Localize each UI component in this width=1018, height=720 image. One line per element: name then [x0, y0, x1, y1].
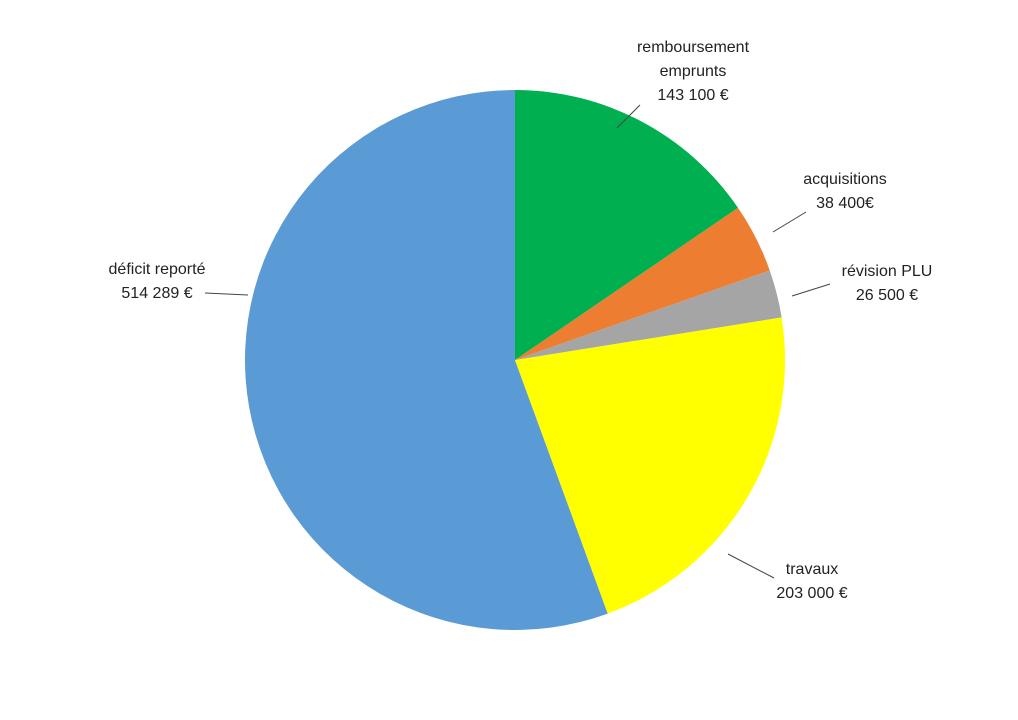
slice-label: révision PLU 26 500 €: [817, 260, 957, 308]
category-label: remboursement emprunts: [636, 39, 750, 80]
pie-slice: [245, 90, 608, 630]
pie-slice: [515, 317, 785, 614]
slice-label: acquisitions 38 400€: [775, 168, 915, 216]
leader-line: [727, 553, 775, 579]
value-label: 514 289 €: [121, 285, 193, 302]
leader-line: [616, 104, 641, 129]
slice-label: travaux 203 000 €: [742, 558, 882, 606]
value-label: 26 500 €: [855, 287, 919, 304]
leader-line: [791, 283, 831, 297]
value-label: 203 000 €: [776, 585, 848, 602]
category-label: déficit reporté: [108, 261, 206, 278]
leader-line: [204, 292, 249, 296]
pie-slice: [515, 207, 770, 360]
slice-label: remboursement emprunts 143 100 €: [618, 36, 768, 108]
category-label: acquisitions: [803, 171, 887, 188]
slice-label: déficit reporté 514 289 €: [77, 258, 237, 306]
pie-slice: [515, 270, 782, 360]
value-label: 38 400€: [816, 195, 874, 212]
category-label: révision PLU: [841, 263, 933, 280]
value-label: 143 100 €: [657, 87, 729, 104]
category-label: travaux: [785, 561, 839, 578]
pie-slice: [515, 90, 738, 360]
leader-line: [772, 211, 807, 233]
